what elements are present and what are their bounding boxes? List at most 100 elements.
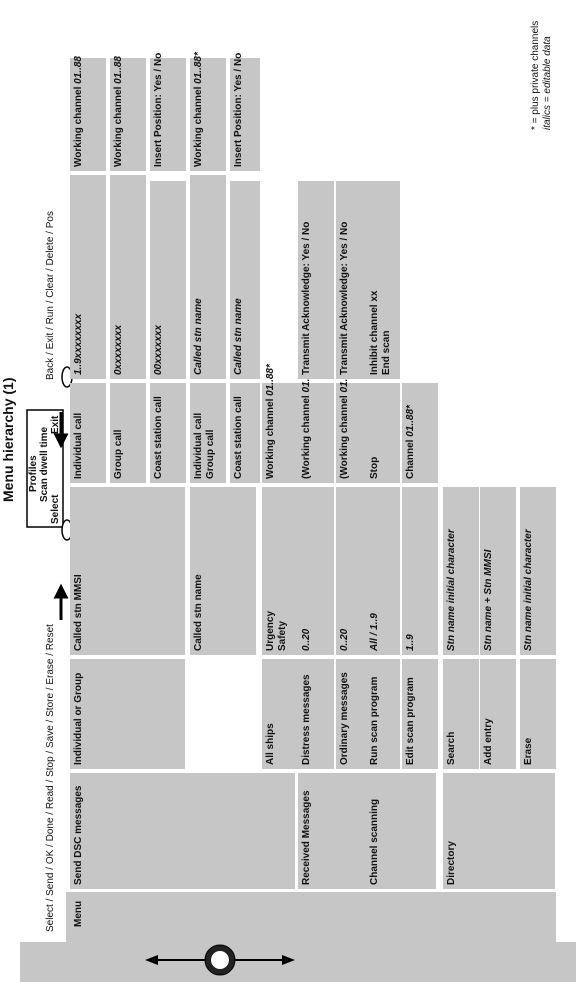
menu-cell: 1..9 [402,487,438,655]
menu-cell: Channel scanning [366,773,436,889]
keys-right: Back / Exit / Run / Clear / Delete / Pos [45,211,56,380]
menu-cell: All ships [262,659,298,769]
cell-text: Group call [113,429,124,479]
dialog-select: Select [50,494,61,524]
dialog-line: Scan dwell time [39,426,50,502]
nav-knob-center [211,951,229,969]
title: Menu hierarchy (1) [0,377,16,502]
cell-text: Individual call [73,412,84,479]
menu-cell: Menu [70,893,560,931]
menu-cell: Stn name initial character [520,487,556,655]
cell-text: Erase [523,737,534,765]
menu-cell: Called stn name [190,487,256,655]
cell-text: Working channel [265,395,276,479]
cell-text: Called stn MMSI [73,574,84,651]
cell-text: Received Messages [301,790,312,885]
arrow-left [53,412,69,449]
menu-cell: Insert Position: Yes / No [230,53,260,171]
cell-italic: 00xxxxxxx [153,324,164,375]
note: * = plus private channels [530,20,541,130]
note: italics = editable data [542,36,553,130]
cell-text: Distress messages [301,674,312,765]
cell-italic: Stn name initial character [446,529,457,651]
menu-cell: Working channel 01..88 [110,56,146,171]
cell-text: Safety [277,620,288,651]
dialog-box [26,409,64,528]
cell-text: Working channel [73,83,84,167]
menu-cell: Send DSC messages [70,773,295,889]
menu-column [66,892,556,942]
menu-cell: Channel 01..88* [402,383,438,483]
cell-italic: 01..88* [193,52,204,84]
blank-cell [110,175,146,261]
cell-italic: Called stn name [193,298,204,375]
cell-italic: 01..88* [405,405,416,437]
menu-cell: Working channel 01..88 [70,56,106,171]
cell-text: Insert Position: Yes / No [153,52,164,167]
cell-italic: All / 1..9 [369,613,380,651]
menu-strip [20,942,576,982]
cell-text: Group call [205,429,216,479]
menu-cell: All / 1..9 [366,487,400,655]
cell-italic: 0..20 [301,628,312,651]
menu-cell: Run scan program [366,659,400,769]
cell-italic: 01..88* [265,364,276,396]
menu-cell: Coast station call [150,383,186,483]
cell-text: Ordinary messages [339,672,350,765]
cell-text: Run scan program [369,676,380,765]
menu-cell: 00xxxxxxx [150,181,186,379]
cell-text: Send DSC messages [73,785,84,886]
cell-text: Channel [405,436,416,479]
cell-text: (Working channel [339,392,350,479]
cell-text: Working channel [113,83,124,167]
blank-cell [190,175,226,261]
cell-text: End scan [381,330,392,375]
cell-text: Individual or Group [73,672,84,765]
cell-text: Transmit Acknowledge: Yes / No [301,221,312,375]
cell-italic: 0xxxxxxxx [113,324,124,375]
menu-cell: Stn name initial character [443,487,479,655]
cell-text: Edit scan program [405,677,416,765]
keys-left: Select / Send / OK / Done / Read / Stop … [45,624,56,932]
arrow-right [53,583,69,620]
cell-italic: 01..88 [73,56,84,84]
menu-cell: Safety [274,487,288,655]
cell-text: Menu [73,900,84,927]
menu-cell: Erase [520,659,556,769]
dialog-exit: Exit [50,415,61,434]
menu-cell: Transmit Acknowledge: Yes / No [336,181,366,379]
menu-cell: (Working channel 01..88*) [336,357,366,483]
cell-text: Working channel [193,83,204,167]
menu-cell: Edit scan program [402,659,438,769]
blank-cell [70,175,106,261]
cell-text: Insert Position: Yes / No [233,52,244,167]
cell-italic: 01..88 [113,56,124,84]
cell-italic: Stn name initial character [523,529,534,651]
cell-italic: Stn name + Stn MMSI [483,549,494,651]
menu-cell: End scan [378,181,392,379]
menu-cell: Transmit Acknowledge: Yes / No [298,181,334,379]
menu-cell: Individual or Group [70,659,185,769]
cell-text: Add entry [483,718,494,765]
cell-italic: 1..9 [405,634,416,651]
menu-cell: Add entry [480,659,516,769]
cell-text: Called stn name [193,574,204,651]
cell-text: Directory [446,841,457,885]
menu-cell: Individual call [70,383,106,483]
cell-text: All ships [265,723,276,765]
menu-cell: Called stn name [230,181,260,379]
menu-cell: Insert Position: Yes / No [150,53,186,171]
menu-cell: Stn name + Stn MMSI [480,487,516,655]
cell-text: Coast station call [153,396,164,479]
menu-cell: 0..20 [336,487,366,655]
cell-italic: 1..9xxxxxxxx [73,313,84,375]
cell-text: Channel scanning [369,798,380,885]
cell-text: Transmit Acknowledge: Yes / No [339,221,350,375]
menu-cell: Working channel 01..88* [262,364,298,483]
menu-cell: (Working channel 01..88*) [298,357,334,483]
cell-text: Coast station call [233,396,244,479]
menu-cell: Directory [443,773,555,889]
